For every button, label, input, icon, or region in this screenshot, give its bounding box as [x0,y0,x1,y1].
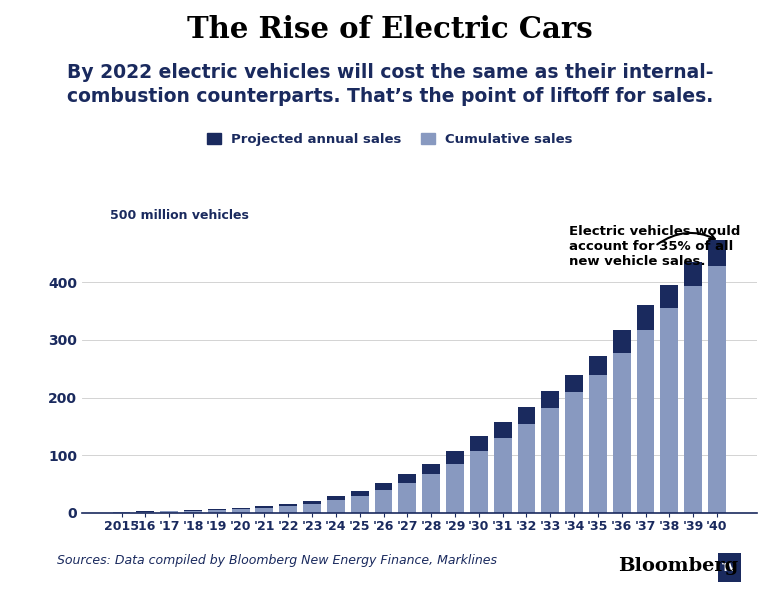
Bar [470,451,488,513]
Bar [708,266,726,513]
Bar [351,491,369,496]
Bar [207,510,225,513]
Text: By 2022 electric vehicles will cost the same as their internal-: By 2022 electric vehicles will cost the … [67,63,713,82]
Bar [399,483,417,513]
Text: TV: TV [722,563,737,572]
Bar [636,305,654,329]
Bar [160,511,178,513]
Bar [136,512,154,513]
Bar [517,407,535,424]
Bar [541,391,559,408]
Bar [351,496,369,513]
Bar [184,511,202,513]
Bar [374,490,392,513]
Bar [256,508,273,513]
Bar [589,356,607,374]
Bar [446,451,464,464]
Bar [566,374,583,392]
Bar [279,504,297,506]
Bar [256,506,273,508]
Text: Sources: Data compiled by Bloomberg New Energy Finance, Marklines: Sources: Data compiled by Bloomberg New … [57,554,497,567]
Legend: Projected annual sales, Cumulative sales: Projected annual sales, Cumulative sales [207,133,573,146]
Bar [684,262,702,286]
Bar [494,438,512,513]
Bar [589,374,607,513]
Text: combustion counterparts. That’s the point of liftoff for sales.: combustion counterparts. That’s the poin… [67,87,713,106]
Text: Electric vehicles would
account for 35% of all
new vehicle sales.: Electric vehicles would account for 35% … [569,224,741,268]
Bar [470,436,488,451]
Text: 500 million vehicles: 500 million vehicles [110,209,249,222]
Bar [661,285,679,308]
Bar [613,353,631,513]
Bar [327,496,345,500]
Bar [327,500,345,513]
Bar [232,508,250,509]
Bar [566,392,583,513]
Bar [613,329,631,353]
Bar [517,424,535,513]
Bar [374,483,392,490]
Bar [708,240,726,266]
Bar [422,464,440,475]
Bar [232,509,250,513]
Bar [303,501,321,504]
Bar [422,475,440,513]
Text: The Rise of Electric Cars: The Rise of Electric Cars [187,15,593,44]
Bar [399,475,417,483]
Bar [684,286,702,513]
Bar [494,422,512,438]
Bar [636,329,654,513]
Bar [279,506,297,513]
Bar [207,509,225,510]
Text: Bloomberg: Bloomberg [618,557,738,575]
Bar [661,308,679,513]
Bar [446,464,464,513]
Bar [303,504,321,513]
Bar [541,408,559,513]
